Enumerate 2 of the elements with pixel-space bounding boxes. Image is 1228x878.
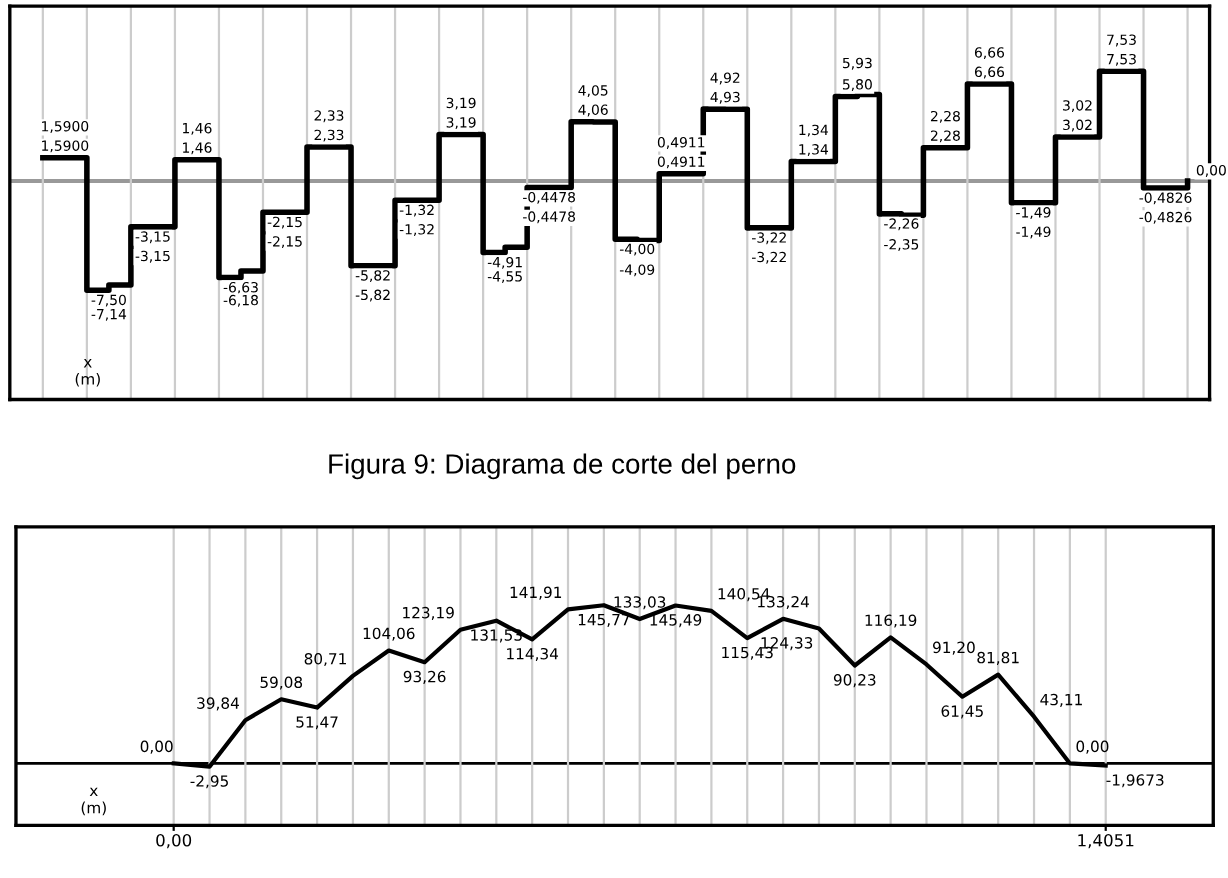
text: Figura 9: Diagrama de corte del perno [329, 453, 796, 480]
x-tick-label: 1,4051 [1078, 833, 1134, 849]
